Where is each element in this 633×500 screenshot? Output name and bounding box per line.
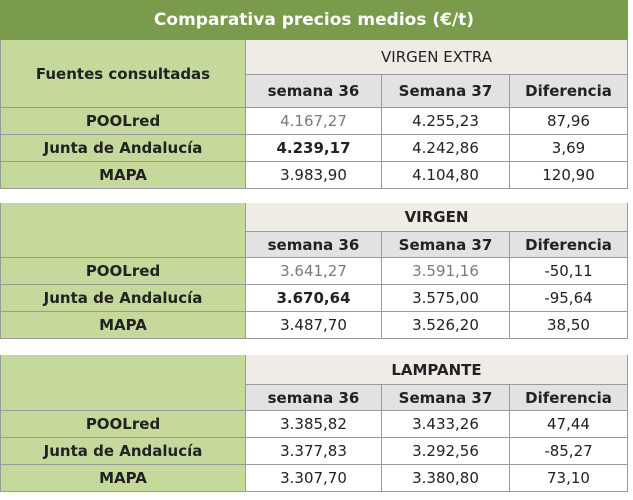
price-value: 3.526,20 — [382, 312, 510, 339]
source-label: Junta de Andalucía — [0, 135, 246, 162]
price-value: 3,69 — [510, 135, 628, 162]
source-label: POOLred — [0, 411, 246, 438]
column-header: Diferencia — [510, 232, 628, 258]
source-label: Junta de Andalucía — [0, 285, 246, 312]
price-value: 4.242,86 — [382, 135, 510, 162]
price-value: 73,10 — [510, 465, 628, 492]
category-header: LAMPANTE — [246, 355, 628, 385]
price-value: 3.487,70 — [246, 312, 382, 339]
column-header: Semana 37 — [382, 75, 510, 108]
column-header: Semana 37 — [382, 232, 510, 258]
source-label: MAPA — [0, 312, 246, 339]
price-value: -95,64 — [510, 285, 628, 312]
price-value: 4.104,80 — [382, 162, 510, 189]
source-label: MAPA — [0, 465, 246, 492]
category-header: VIRGEN — [246, 203, 628, 232]
column-header: semana 36 — [246, 232, 382, 258]
column-header: Diferencia — [510, 75, 628, 108]
price-value: 3.670,64 — [246, 285, 382, 312]
price-value: 3.377,83 — [246, 438, 382, 465]
price-value: -50,11 — [510, 258, 628, 285]
price-value: 38,50 — [510, 312, 628, 339]
column-header: semana 36 — [246, 75, 382, 108]
source-label: MAPA — [0, 162, 246, 189]
column-header: Semana 37 — [382, 385, 510, 411]
source-header: Fuentes consultadas — [0, 40, 246, 108]
source-label: Junta de Andalucía — [0, 438, 246, 465]
source-header — [0, 203, 246, 258]
column-header: semana 36 — [246, 385, 382, 411]
price-value: 3.983,90 — [246, 162, 382, 189]
price-value: 4.167,27 — [246, 108, 382, 135]
price-value: 3.292,56 — [382, 438, 510, 465]
price-value: 4.255,23 — [382, 108, 510, 135]
price-value: 4.239,17 — [246, 135, 382, 162]
price-value: 47,44 — [510, 411, 628, 438]
price-value: 3.380,80 — [382, 465, 510, 492]
price-value: 3.575,00 — [382, 285, 510, 312]
price-value: 3.433,26 — [382, 411, 510, 438]
price-value: 3.591,16 — [382, 258, 510, 285]
price-value: 3.385,82 — [246, 411, 382, 438]
source-header — [0, 355, 246, 411]
category-header: VIRGEN EXTRA — [246, 40, 628, 75]
column-header: Diferencia — [510, 385, 628, 411]
price-value: 87,96 — [510, 108, 628, 135]
source-label: POOLred — [0, 258, 246, 285]
price-value: 120,90 — [510, 162, 628, 189]
source-label: POOLred — [0, 108, 246, 135]
table-title: Comparativa precios medios (€/t) — [0, 0, 628, 40]
price-value: 3.307,70 — [246, 465, 382, 492]
price-value: 3.641,27 — [246, 258, 382, 285]
price-value: -85,27 — [510, 438, 628, 465]
